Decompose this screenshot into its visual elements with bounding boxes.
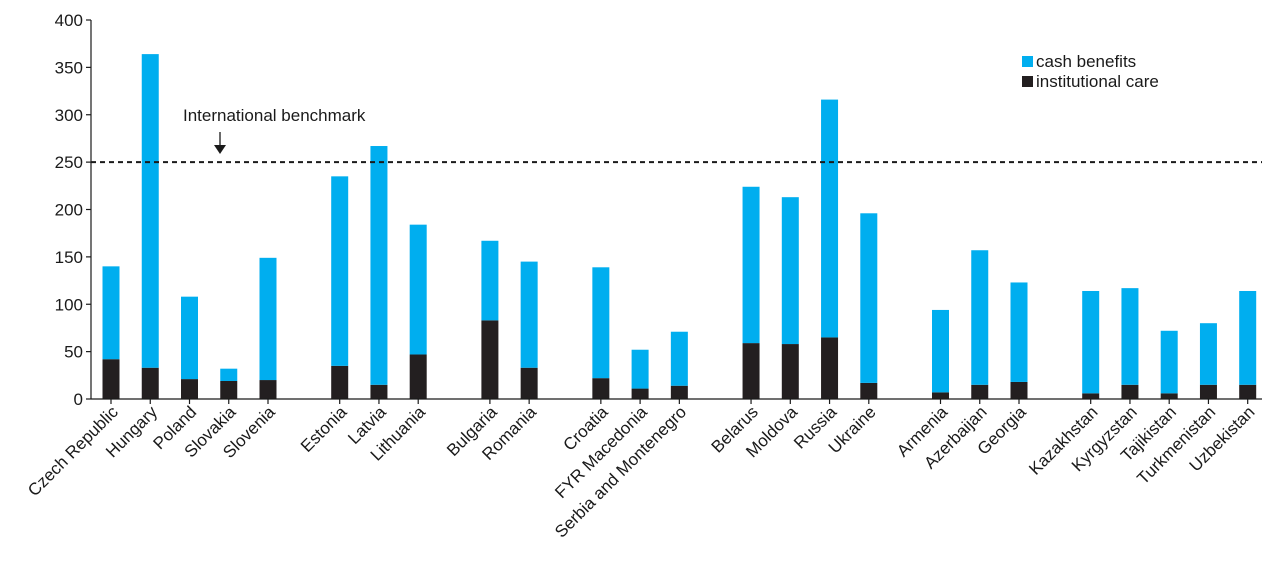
y-tick-label-50: 50 <box>64 343 83 362</box>
bar-cash-benefits-hungary <box>142 54 159 368</box>
bar-institutional-care-kyrgyzstan <box>1121 385 1138 399</box>
bar-cash-benefits-tajikistan <box>1161 331 1178 394</box>
bar-institutional-care-poland <box>181 379 198 399</box>
bar-institutional-care-ukraine <box>860 383 877 399</box>
legend-swatch-institutional-care <box>1022 76 1033 87</box>
bar-cash-benefits-bulgaria <box>481 241 498 321</box>
bar-institutional-care-turkmenistan <box>1200 385 1217 399</box>
y-tick-label-150: 150 <box>55 248 83 267</box>
bar-institutional-care-serbia-and-montenegro <box>671 386 688 399</box>
legend-label-cash-benefits: cash benefits <box>1036 52 1136 71</box>
bar-cash-benefits-poland <box>181 297 198 379</box>
y-tick-label-0: 0 <box>74 390 83 409</box>
bar-institutional-care-latvia <box>370 385 387 399</box>
bar-institutional-care-uzbekistan <box>1239 385 1256 399</box>
bar-cash-benefits-kyrgyzstan <box>1121 288 1138 385</box>
bar-cash-benefits-lithuania <box>410 225 427 355</box>
bar-institutional-care-kazakhstan <box>1082 393 1099 399</box>
y-tick-label-200: 200 <box>55 201 83 220</box>
bar-cash-benefits-fyr-macedonia <box>632 350 649 389</box>
bar-institutional-care-czech-republic <box>103 359 120 399</box>
bar-cash-benefits-georgia <box>1011 282 1028 381</box>
bar-cash-benefits-estonia <box>331 176 348 366</box>
bar-cash-benefits-croatia <box>592 267 609 378</box>
bar-institutional-care-romania <box>521 368 538 399</box>
bar-institutional-care-russia <box>821 337 838 399</box>
bar-cash-benefits-ukraine <box>860 213 877 383</box>
bar-institutional-care-tajikistan <box>1161 393 1178 399</box>
bar-cash-benefits-moldova <box>782 197 799 344</box>
bar-cash-benefits-slovenia <box>260 258 277 380</box>
bar-institutional-care-moldova <box>782 344 799 399</box>
y-tick-label-250: 250 <box>55 153 83 172</box>
bar-cash-benefits-latvia <box>370 146 387 385</box>
benchmark-arrow-head-icon <box>214 145 226 154</box>
x-tick-label-estonia: Estonia <box>297 402 351 456</box>
benchmark-label: International benchmark <box>183 106 366 125</box>
y-tick-label-100: 100 <box>55 295 83 314</box>
bar-cash-benefits-uzbekistan <box>1239 291 1256 385</box>
y-tick-label-300: 300 <box>55 106 83 125</box>
bar-institutional-care-bulgaria <box>481 320 498 399</box>
bar-institutional-care-georgia <box>1011 382 1028 399</box>
bar-institutional-care-armenia <box>932 392 949 399</box>
benchmark-layer: International benchmark <box>91 106 1262 162</box>
bar-institutional-care-slovenia <box>260 380 277 399</box>
legend-label-institutional-care: institutional care <box>1036 72 1159 91</box>
bar-cash-benefits-armenia <box>932 310 949 392</box>
bar-institutional-care-hungary <box>142 368 159 399</box>
y-tick-label-350: 350 <box>55 58 83 77</box>
bar-institutional-care-lithuania <box>410 354 427 399</box>
bar-cash-benefits-czech-republic <box>103 266 120 359</box>
bar-institutional-care-slovakia <box>220 381 237 399</box>
bar-institutional-care-croatia <box>592 378 609 399</box>
bar-cash-benefits-azerbaijan <box>971 250 988 385</box>
legend-swatch-cash-benefits <box>1022 56 1033 67</box>
bar-institutional-care-azerbaijan <box>971 385 988 399</box>
bar-institutional-care-fyr-macedonia <box>632 389 649 399</box>
bar-cash-benefits-slovakia <box>220 369 237 381</box>
bar-cash-benefits-kazakhstan <box>1082 291 1099 393</box>
bar-institutional-care-estonia <box>331 366 348 399</box>
bar-cash-benefits-serbia-and-montenegro <box>671 332 688 386</box>
bar-institutional-care-belarus <box>743 343 760 399</box>
bar-cash-benefits-turkmenistan <box>1200 323 1217 385</box>
bar-cash-benefits-belarus <box>743 187 760 343</box>
bar-cash-benefits-russia <box>821 100 838 338</box>
bar-cash-benefits-romania <box>521 262 538 368</box>
y-tick-label-400: 400 <box>55 11 83 30</box>
